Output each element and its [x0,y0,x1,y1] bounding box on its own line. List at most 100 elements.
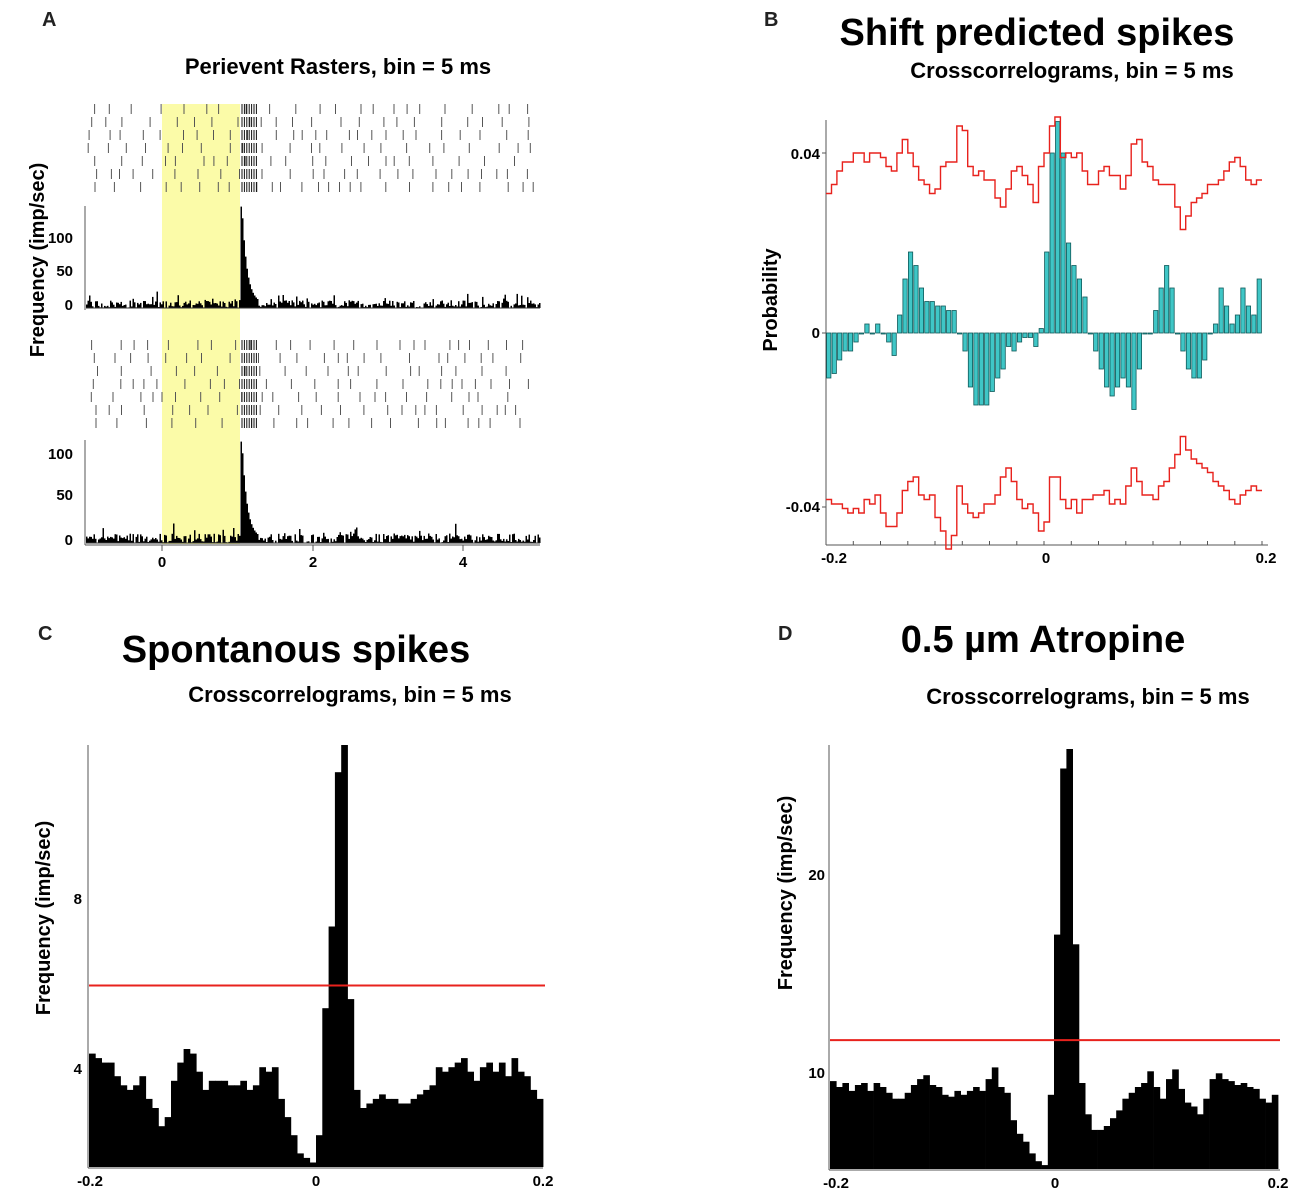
psth-bar [209,301,211,308]
c-bar [328,926,336,1167]
psth-bar [347,534,349,543]
psth-bar [275,304,277,308]
psth-bar [110,536,112,543]
psth-bar [255,297,257,308]
d-bar [1141,1083,1148,1169]
psth-bar [353,301,355,308]
psth-bar [435,305,437,308]
psth-bar [194,530,196,543]
psth-bar [474,301,476,308]
psth-bar [249,519,251,543]
psth-bar [210,536,212,543]
psth-bar [258,305,260,308]
c-bar [183,1049,191,1167]
psth-bar [405,538,407,543]
psth-bar [378,534,380,543]
psth-bar [132,534,134,543]
a-top-ytick-100: 100 [48,230,73,247]
c-bar [221,1080,229,1167]
b-bar [1196,332,1202,379]
psth-bar [339,532,341,543]
psth-bar [327,538,329,543]
psth-bar [87,538,89,543]
d-bar [979,1090,986,1169]
b-bar [831,332,837,374]
psth-bar [174,538,176,543]
psth-bar [471,302,473,308]
b-bar [1202,332,1208,361]
psth-bar [407,305,409,308]
psth-bar [135,536,137,543]
d-bar [854,1085,862,1169]
psth-bar [176,302,178,308]
psth-bar [360,537,362,543]
psth-bar [440,301,442,308]
b-bar [869,332,875,335]
b-bar [924,301,930,334]
d-bar [1190,1106,1198,1169]
psth-bar [260,537,262,543]
psth-bar [425,302,427,308]
psth-bar [387,535,389,543]
psth-bar [222,301,224,308]
psth-bar [296,296,298,308]
psth-bar [86,304,88,308]
b-bar [1022,332,1028,338]
psth-bar [468,534,470,543]
b-bar [875,323,881,334]
psth-bar [131,306,133,308]
d-bar [1203,1098,1210,1169]
psth-bar [290,305,292,308]
psth-bar [432,299,434,308]
psth-bar [513,533,515,543]
psth-bar [117,302,119,308]
c-bar [290,1135,298,1167]
psth-bar [219,301,221,308]
c-bar [158,1126,166,1167]
psth-bar [140,302,142,308]
psth-bar [204,534,206,543]
psth-bar [252,292,254,308]
psth-bar [348,538,350,543]
d-bar [904,1092,912,1169]
psth-bar [537,304,539,308]
psth-bar [524,304,526,308]
psth-bar [462,540,464,543]
psth-bar [392,301,394,308]
d-bar [1222,1079,1229,1169]
psth-bar [459,306,461,308]
b-bar [989,332,995,392]
psth-bar [246,503,248,543]
psth-bar [296,540,298,543]
psth-bar [237,534,239,543]
psth-bar [431,305,433,308]
psth-bar [519,540,521,543]
b-bar [1011,332,1017,352]
d-xtick-0.2: 0.2 [1268,1175,1289,1192]
psth-bar [233,528,235,543]
psth-bar [423,303,425,308]
psth-bar [408,536,410,543]
psth-bar [287,536,289,543]
c-ytick-8: 8 [74,891,82,908]
psth-bar [417,538,419,543]
psth-bar [200,303,202,308]
psth-bar [168,305,170,308]
psth-bar [419,306,421,308]
d-bar [1228,1081,1235,1169]
psth-bar [146,304,148,308]
b-bar [1038,328,1044,334]
d-bar [1097,1129,1105,1169]
psth-bar [243,240,245,308]
psth-bar [357,300,359,308]
psth-bar [467,293,469,308]
psth-bar [396,301,398,308]
psth-bar [456,306,458,308]
psth-bar [269,536,271,543]
psth-bar [374,304,376,308]
psth-bar [299,529,301,543]
psth-bar [480,540,482,543]
b-bars [826,121,1262,410]
c-bar [385,1098,393,1167]
d-bar [1197,1114,1204,1169]
